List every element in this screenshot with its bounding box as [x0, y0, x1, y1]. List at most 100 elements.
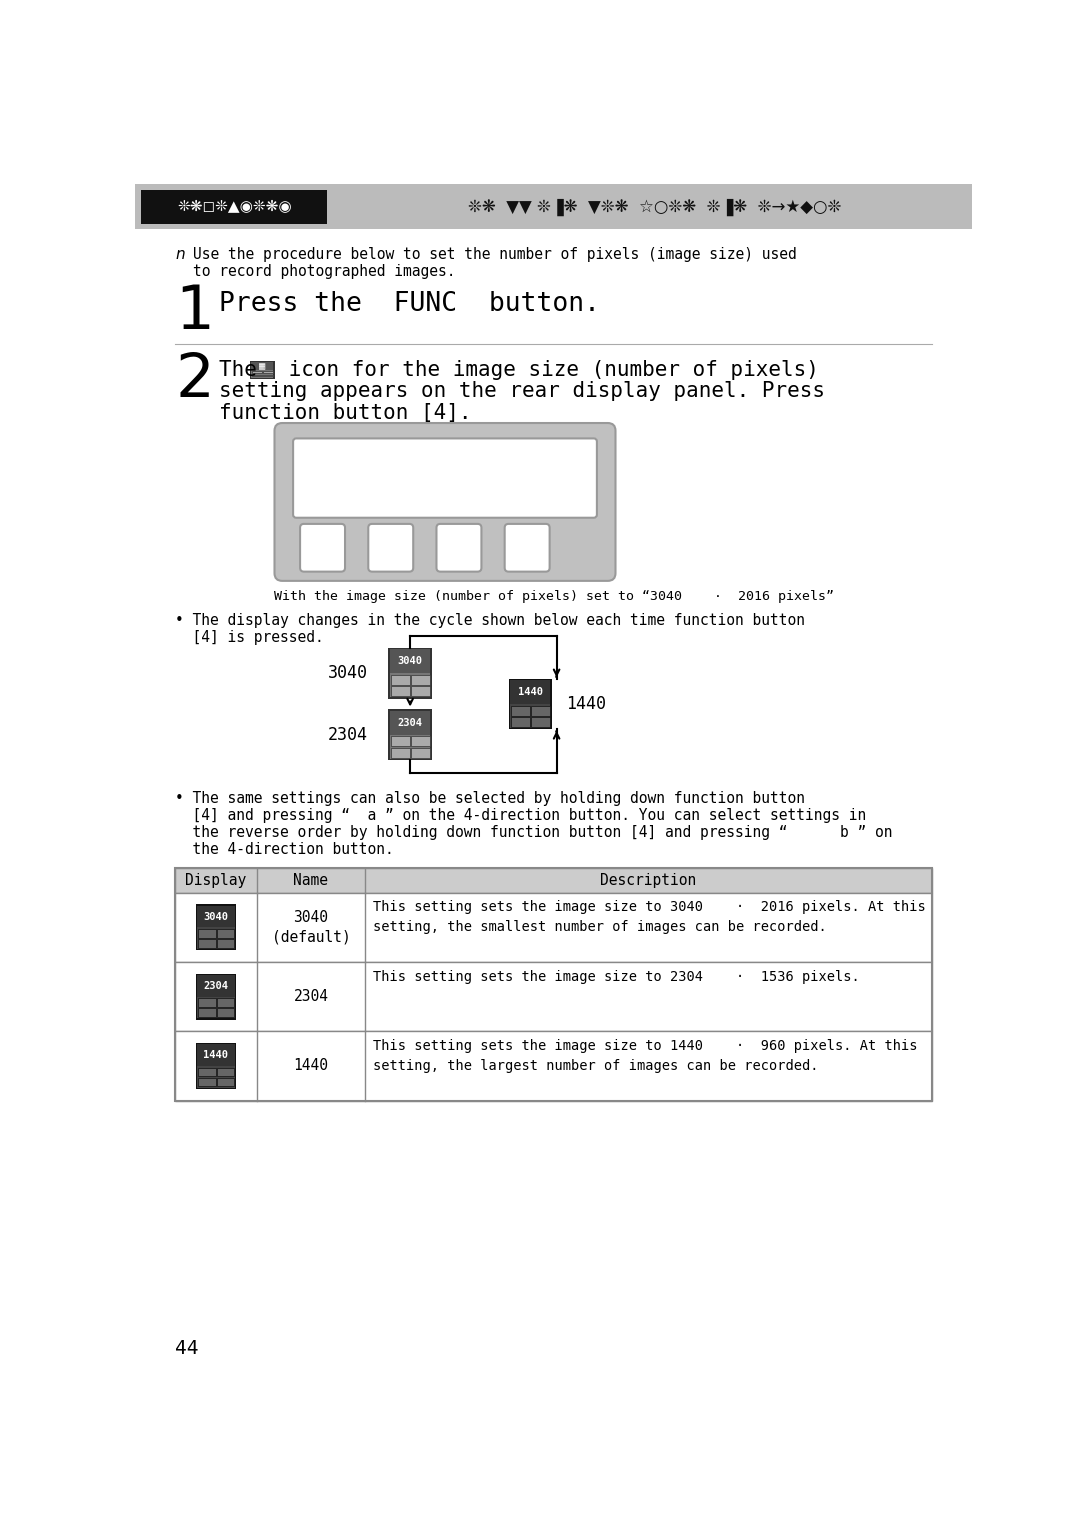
Bar	[217, 929, 234, 938]
Text: ❊❋  ▼▼ ❊▐❋  ▼❊❋  ☆○❊❋  ❊▐❋  ❊→★◆○❊: ❊❋ ▼▼ ❊▐❋ ▼❊❋ ☆○❊❋ ❊▐❋ ❊→★◆○❊	[468, 198, 841, 215]
Text: 2304: 2304	[397, 717, 422, 728]
Text: the 4-direction button.: the 4-direction button.	[175, 842, 394, 857]
Bar	[510, 680, 551, 728]
Bar	[198, 1008, 216, 1017]
Text: Name: Name	[294, 872, 328, 888]
Text: Display: Display	[186, 872, 246, 888]
Bar	[198, 975, 234, 1018]
Text: [4] is pressed.: [4] is pressed.	[175, 630, 324, 645]
Text: Description: Description	[600, 872, 697, 888]
Bar	[410, 748, 430, 757]
Bar	[390, 711, 430, 734]
Bar	[390, 711, 430, 759]
Text: 1: 1	[175, 283, 214, 343]
Bar	[198, 929, 216, 938]
Bar	[198, 1068, 216, 1077]
Text: ▦: ▦	[259, 361, 266, 372]
Bar	[390, 650, 430, 697]
Text: 2304: 2304	[294, 989, 328, 1005]
Bar	[175, 962, 932, 1031]
Bar	[389, 648, 432, 699]
Bar	[198, 906, 234, 928]
Bar	[252, 375, 261, 376]
Bar	[195, 905, 237, 951]
Bar	[262, 372, 272, 373]
Text: [4] and pressing “  a ” on the 4-direction button. You can select settings in: [4] and pressing “ a ” on the 4-directio…	[175, 808, 866, 823]
Bar	[252, 372, 261, 373]
Text: This setting sets the image size to 2304    ·  1536 pixels.: This setting sets the image size to 2304…	[373, 969, 860, 983]
Bar	[195, 1043, 237, 1089]
Text: 3040
(default): 3040 (default)	[271, 909, 350, 945]
FancyBboxPatch shape	[504, 524, 550, 571]
Text: 1440: 1440	[294, 1058, 328, 1074]
Bar	[531, 717, 550, 727]
Bar	[175, 1031, 932, 1101]
Bar	[249, 361, 274, 379]
Bar	[531, 705, 550, 716]
Bar	[391, 736, 409, 746]
Bar	[511, 717, 530, 727]
Text: 3040: 3040	[397, 656, 422, 667]
Bar	[198, 906, 234, 949]
Bar	[410, 674, 430, 685]
Text: ❊❋◻❊▲◉❊❋◉: ❊❋◻❊▲◉❊❋◉	[177, 200, 292, 214]
Bar	[217, 1068, 234, 1077]
FancyBboxPatch shape	[368, 524, 414, 571]
Text: This setting sets the image size to 1440    ·  960 pixels. At this
setting, the : This setting sets the image size to 1440…	[373, 1038, 917, 1072]
FancyBboxPatch shape	[293, 438, 597, 518]
Bar	[509, 679, 552, 730]
Bar	[217, 938, 234, 948]
Bar	[175, 868, 932, 892]
Bar	[198, 1044, 234, 1087]
Text: 2: 2	[175, 350, 214, 410]
Bar	[252, 362, 273, 370]
Text: 3040: 3040	[328, 664, 368, 682]
Bar	[510, 680, 551, 703]
Text: The: The	[218, 359, 269, 379]
Text: Use the procedure below to set the number of pixels (image size) used: Use the procedure below to set the numbe…	[193, 247, 797, 263]
Bar	[195, 974, 237, 1020]
FancyBboxPatch shape	[300, 524, 345, 571]
Text: This setting sets the image size to 3040    ·  2016 pixels. At this
setting, the: This setting sets the image size to 3040…	[373, 900, 926, 934]
Text: Press the  FUNC  button.: Press the FUNC button.	[218, 290, 599, 316]
Text: 3040: 3040	[203, 911, 229, 922]
Bar	[410, 687, 430, 696]
FancyBboxPatch shape	[274, 422, 616, 581]
Bar	[198, 998, 216, 1008]
Bar	[391, 674, 409, 685]
Bar	[198, 938, 216, 948]
Bar	[175, 892, 932, 962]
Text: to record photographed images.: to record photographed images.	[193, 264, 456, 280]
Text: 44: 44	[175, 1339, 199, 1358]
Bar	[262, 375, 272, 376]
Bar	[217, 1078, 234, 1086]
Bar	[198, 1044, 234, 1066]
Text: function button [4].: function button [4].	[218, 402, 471, 422]
Bar	[390, 650, 430, 673]
Bar	[141, 190, 327, 224]
Bar	[217, 1008, 234, 1017]
Text: 1440: 1440	[517, 687, 543, 697]
Text: n: n	[175, 247, 185, 263]
Bar	[217, 998, 234, 1008]
Bar	[175, 868, 932, 1101]
Bar	[135, 184, 972, 229]
Text: With the image size (number of pixels) set to “3040    ·  2016 pixels”: With the image size (number of pixels) s…	[273, 590, 834, 604]
Bar	[198, 1078, 216, 1086]
Text: icon for the image size (number of pixels): icon for the image size (number of pixel…	[276, 359, 819, 379]
Text: 1440: 1440	[203, 1051, 229, 1060]
Bar	[391, 748, 409, 757]
Text: 2304: 2304	[203, 982, 229, 991]
Text: setting appears on the rear display panel. Press: setting appears on the rear display pane…	[218, 381, 825, 401]
Text: • The display changes in the cycle shown below each time function button: • The display changes in the cycle shown…	[175, 613, 806, 628]
Bar	[391, 687, 409, 696]
Bar	[511, 705, 530, 716]
Text: 1440: 1440	[566, 696, 606, 713]
FancyBboxPatch shape	[436, 524, 482, 571]
Bar	[198, 975, 234, 997]
Text: the reverse order by holding down function button [4] and pressing “      b ” on: the reverse order by holding down functi…	[175, 825, 893, 840]
Bar	[389, 710, 432, 760]
Bar	[410, 736, 430, 746]
Text: • The same settings can also be selected by holding down function button: • The same settings can also be selected…	[175, 791, 806, 806]
Text: 2304: 2304	[328, 727, 368, 743]
